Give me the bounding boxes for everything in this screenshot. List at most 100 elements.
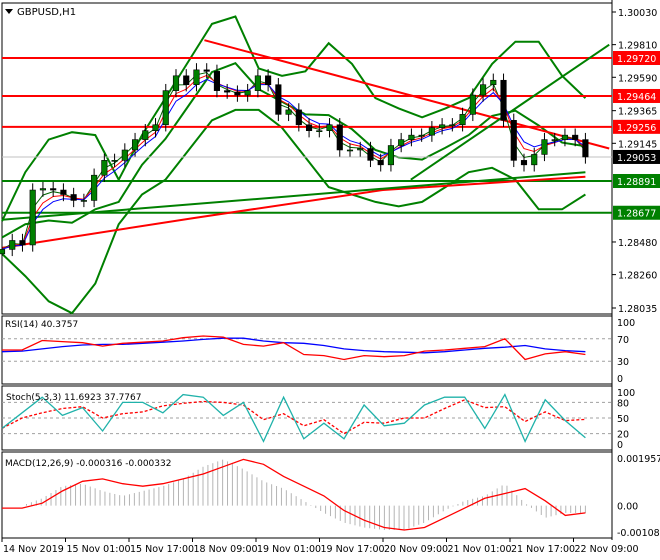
rsi-panel[interactable]: 100 70 30 0 xyxy=(1,315,635,385)
time-tick-label: 14 Nov 2019 xyxy=(3,544,64,555)
candle-body xyxy=(111,160,118,162)
candle-body xyxy=(500,79,507,121)
long-moving-average xyxy=(1,175,586,249)
candle-body xyxy=(541,139,548,155)
price-tick-label: 1.29365 xyxy=(618,107,657,118)
price-tick-label: 1.28480 xyxy=(618,238,657,249)
candle-body xyxy=(101,160,108,176)
rsi-line xyxy=(2,335,586,361)
time-tick-label: 20 Nov 09:00 xyxy=(384,544,448,555)
candle-body xyxy=(561,134,569,140)
level-price-badge xyxy=(613,119,660,134)
level-price-label: 1.29720 xyxy=(617,54,656,65)
candle-body xyxy=(439,124,446,129)
candle-body xyxy=(531,154,538,166)
trendline xyxy=(410,43,610,181)
panel-border xyxy=(1,451,613,539)
level-price-badge xyxy=(613,88,660,103)
time-tick-label: 19 Nov 17:00 xyxy=(321,544,385,555)
candle-body xyxy=(582,139,589,158)
candle-body xyxy=(510,120,517,161)
candle-body xyxy=(224,90,231,93)
time-tick-label: 15 Nov 17:00 xyxy=(130,544,194,555)
candle-body xyxy=(203,69,210,72)
candle-body xyxy=(357,148,364,151)
axis-tick-label: 0.00 xyxy=(617,502,638,513)
price-tick-label: 1.30030 xyxy=(618,8,657,19)
candle-body xyxy=(428,127,435,136)
candle-body xyxy=(367,148,374,161)
candle-body xyxy=(254,75,261,91)
candle-body xyxy=(479,84,487,96)
time-tick-label: 18 Nov 09:00 xyxy=(194,544,258,555)
price-tick-label: 1.29590 xyxy=(618,73,657,84)
candle-body xyxy=(408,134,415,140)
candle-body xyxy=(70,194,77,201)
candle-body xyxy=(520,160,528,166)
candle-body xyxy=(305,124,313,131)
candle-body xyxy=(346,149,354,152)
axis-tick-label: 50 xyxy=(617,414,629,425)
axis-tick-label: 70 xyxy=(617,335,629,346)
macd-panel[interactable]: 0.001957 0.00 -0.001083 xyxy=(1,451,660,539)
symbol-title: GBPUSD,H1 xyxy=(17,7,76,18)
candle-body xyxy=(29,189,36,246)
level-price-badge xyxy=(613,205,660,220)
candle-body xyxy=(19,240,26,246)
candle-body xyxy=(162,90,169,126)
time-tick-label: 22 Nov 09:00 xyxy=(575,544,639,555)
time-tick-label: 19 Nov 01:00 xyxy=(257,544,321,555)
candle-body xyxy=(398,139,405,146)
price-tick-label: 1.29145 xyxy=(618,139,657,150)
panel-border xyxy=(1,315,613,385)
price-tick-label: 1.28035 xyxy=(618,304,657,315)
candle-body xyxy=(91,174,98,201)
time-axis: 14 Nov 2019 15 Nov 01:00 15 Nov 17:00 18 No… xyxy=(1,538,639,555)
axis-tick-label: 30 xyxy=(617,357,629,368)
short-moving-average xyxy=(1,71,586,250)
dropdown-triangle-icon[interactable] xyxy=(5,9,13,14)
candle-body xyxy=(234,91,241,96)
axis-tick-label: 0 xyxy=(617,440,623,451)
level-price-label: 1.29256 xyxy=(617,123,656,134)
candle-body xyxy=(244,90,251,96)
price-panel[interactable]: 1.30030 1.29810 1.29590 1.29365 1.29145 1.284… xyxy=(0,0,660,540)
candle-body xyxy=(60,189,67,195)
time-tick-label: 15 Nov 01:00 xyxy=(67,544,131,555)
candle-body xyxy=(377,160,384,166)
bollinger-upper-band xyxy=(1,15,587,222)
candle-body xyxy=(469,94,476,115)
macd-label: MACD(12,26,9) -0.000316 -0.000332 xyxy=(5,459,171,469)
axis-tick-label: 20 xyxy=(617,430,629,441)
candle-body xyxy=(80,200,87,202)
macd-signal-line xyxy=(2,458,586,531)
candle-body xyxy=(152,124,159,131)
current-price-badge xyxy=(613,149,660,164)
candle-body xyxy=(213,71,221,91)
candle-body xyxy=(265,75,272,86)
candle-body xyxy=(39,188,47,191)
candle-body xyxy=(336,124,343,151)
level-price-label: 1.28891 xyxy=(617,177,656,188)
axis-tick-label: 0 xyxy=(617,374,623,385)
rsi-ma-line xyxy=(1,337,586,354)
candle-body xyxy=(142,130,149,140)
stoch-main-line xyxy=(1,393,586,443)
time-tick-label: 21 Nov 01:00 xyxy=(448,544,512,555)
short-moving-average xyxy=(1,78,586,250)
candle-body xyxy=(572,134,579,140)
level-price-label: 1.29464 xyxy=(617,92,656,103)
rsi-label: RSI(14) 40.3757 xyxy=(5,320,78,330)
level-price-badge xyxy=(613,173,660,188)
candle-body xyxy=(387,145,395,166)
candle-body xyxy=(490,79,497,86)
price-tick-label: 1.28260 xyxy=(618,271,657,282)
bollinger-middle-band xyxy=(1,62,586,239)
trendline xyxy=(1,171,586,221)
candle-body xyxy=(0,249,6,255)
price-tick-label: 1.29810 xyxy=(618,41,657,52)
candle-body xyxy=(326,124,333,131)
candle-body xyxy=(9,240,16,250)
